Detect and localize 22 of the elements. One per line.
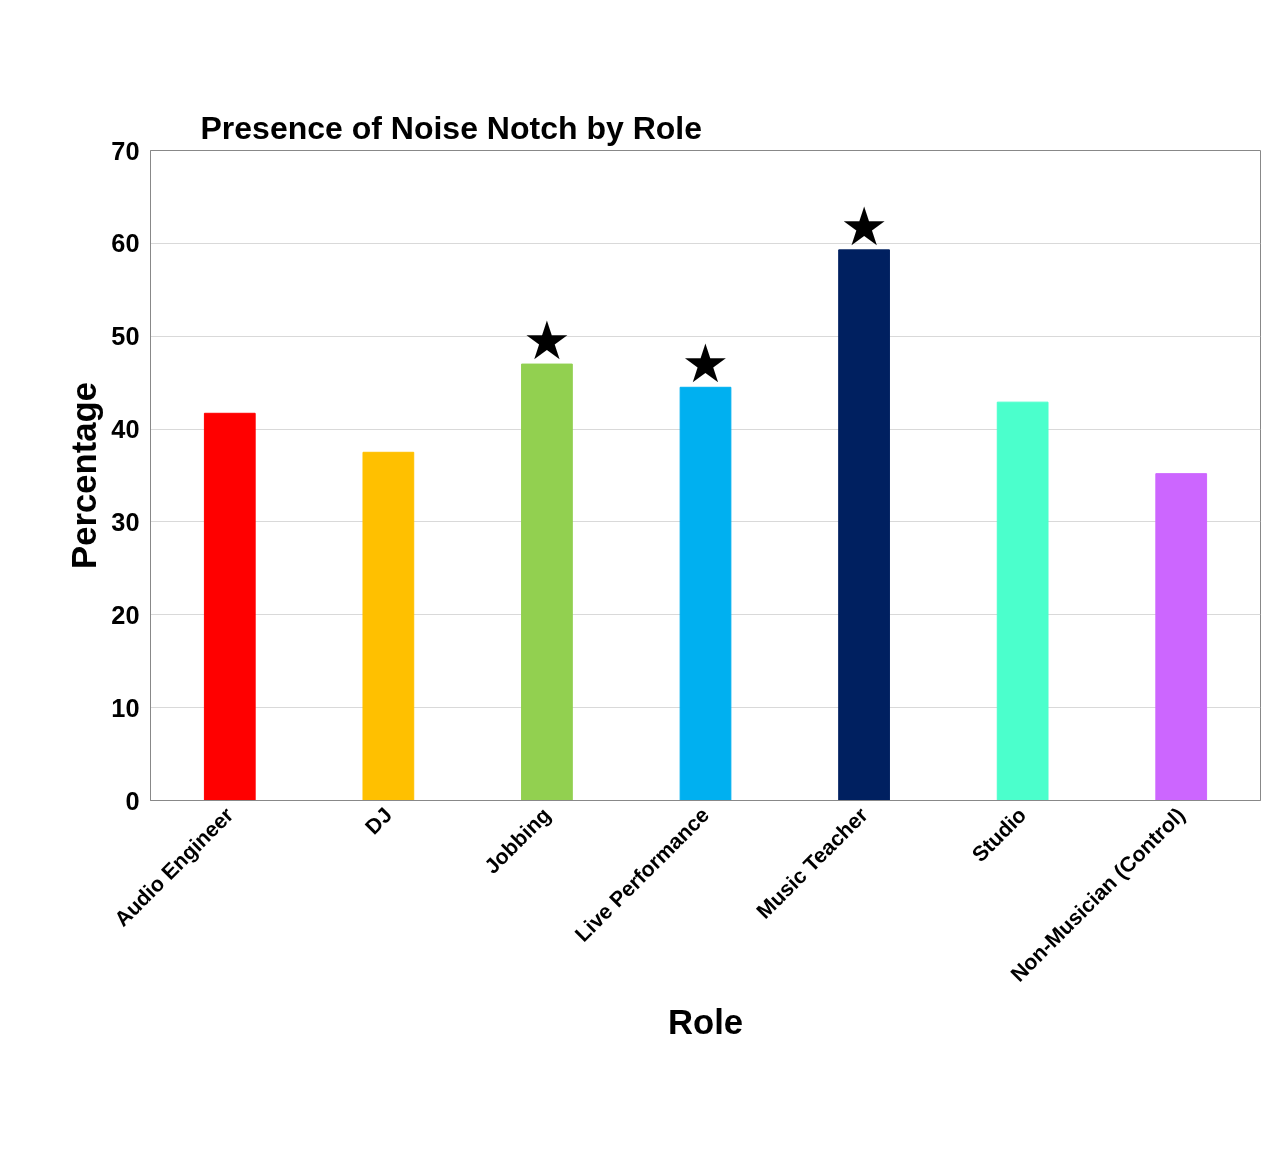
annotation: ★ [523,309,571,373]
y-tick-label: 50 [111,322,140,351]
y-tick-label: 70 [111,136,140,165]
bar [838,249,890,801]
y-tick-label: 10 [111,693,140,722]
x-axis-title: Role [667,1003,744,1042]
y-tick-label: 0 [125,786,140,815]
x-tick-label: DJ [360,803,397,840]
bar [1155,473,1208,801]
y-tick-label: 40 [111,415,140,444]
bar [521,363,573,801]
bar [362,451,415,801]
y-axis-title: Percentage [65,382,104,569]
y-tick-label: 20 [111,600,140,629]
chart-title: Presence of Noise Notch by Role [200,109,702,146]
y-tick-label: 60 [111,229,140,258]
bar [203,412,256,801]
annotation: ★ [840,194,888,258]
annotation: ★ [681,332,730,396]
bar [679,386,732,801]
bar [996,401,1049,801]
y-tick-label: 30 [111,507,140,536]
